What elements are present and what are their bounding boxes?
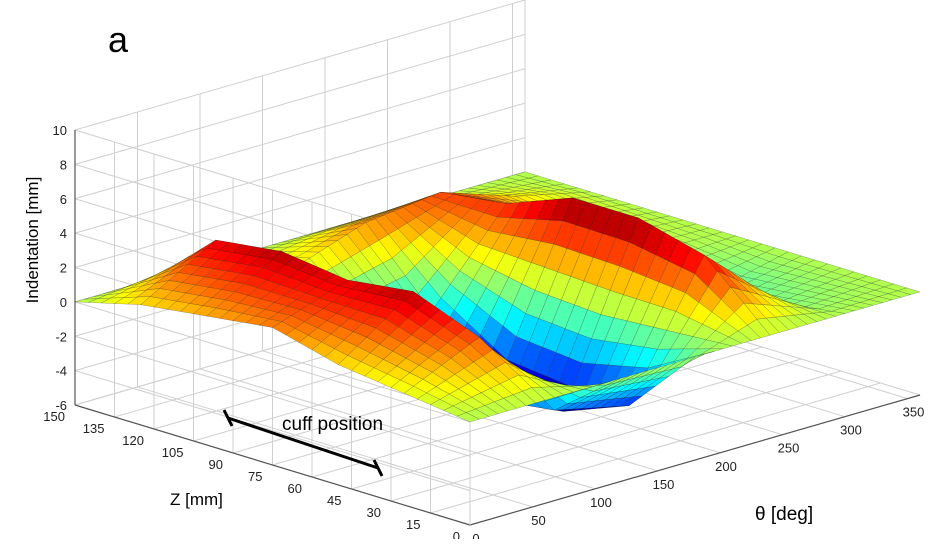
- y-tick-label: 15: [406, 517, 420, 532]
- z-tick-label: 6: [60, 192, 67, 207]
- grid-line: [75, 0, 525, 130]
- z-tick-label: 10: [53, 123, 67, 138]
- y-tick-label: 30: [367, 505, 381, 520]
- grid-line: [75, 34, 525, 164]
- x-axis-label: θ [deg]: [755, 504, 813, 525]
- y-tick-label: 0: [453, 529, 460, 539]
- cuff-position-label: cuff position: [282, 414, 383, 435]
- y-tick-label: 75: [248, 469, 262, 484]
- y-tick-label: 60: [288, 481, 302, 496]
- x-tick-label: 300: [840, 423, 862, 438]
- z-tick-label: 0: [60, 295, 67, 310]
- axis-line: [470, 395, 920, 525]
- z-tick-label: -4: [55, 364, 67, 379]
- x-tick-label: 350: [903, 405, 925, 420]
- x-tick-label: 250: [778, 441, 800, 456]
- z-axis-label: Indentation [mm]: [23, 177, 42, 304]
- y-tick-label: 45: [327, 493, 341, 508]
- y-tick-label: 135: [83, 421, 105, 436]
- x-tick-label: 0: [472, 531, 479, 539]
- panel-label: a: [108, 19, 129, 60]
- y-axis-label: Z [mm]: [170, 490, 223, 509]
- y-tick-label: 120: [122, 433, 144, 448]
- x-tick-label: 50: [531, 513, 545, 528]
- x-tick-label: 150: [653, 477, 675, 492]
- z-tick-label: 4: [60, 226, 67, 241]
- z-tick-label: 8: [60, 157, 67, 172]
- cuff-position-marker: cuff position: [224, 410, 383, 476]
- x-tick-label: 200: [715, 459, 737, 474]
- y-tick-label: 90: [209, 457, 223, 472]
- x-tick-label: 100: [590, 495, 612, 510]
- grid-line: [75, 69, 525, 199]
- y-tick-label: 105: [162, 445, 184, 460]
- y-tick-label: 150: [43, 409, 65, 424]
- z-tick-label: -2: [55, 329, 67, 344]
- z-tick-label: 2: [60, 261, 67, 276]
